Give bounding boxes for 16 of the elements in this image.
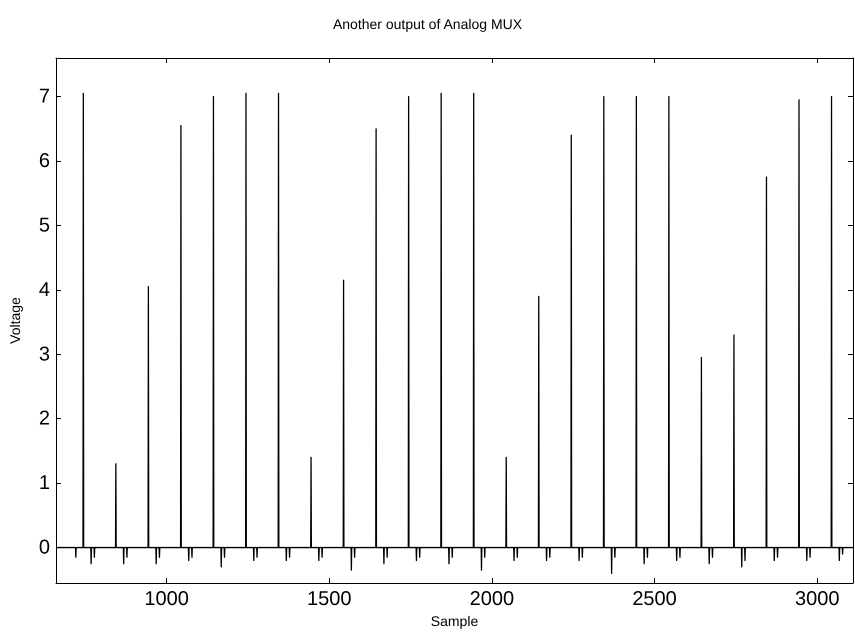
x-tick-label: 1500	[307, 588, 352, 610]
x-tick-label: 2500	[632, 588, 677, 610]
y-tick-label: 7	[38, 86, 50, 108]
x-tick-label: 1000	[144, 588, 189, 610]
y-axis-title: Voltage	[7, 296, 23, 344]
y-tick-label: 5	[38, 214, 50, 236]
y-tick-label: 3	[38, 343, 50, 366]
x-tick-label: 2000	[470, 588, 514, 610]
y-tick-label: 4	[38, 278, 50, 301]
x-tick-label: 3000	[794, 588, 840, 610]
x-axis-title: Sample	[430, 612, 478, 629]
y-tick-label: 1	[38, 472, 50, 494]
y-tick-label: 6	[38, 150, 50, 172]
y-tick-label: 0	[38, 536, 50, 559]
chart-title: Another output of Analog MUX	[332, 16, 523, 32]
y-tick-label: 2	[38, 408, 50, 430]
